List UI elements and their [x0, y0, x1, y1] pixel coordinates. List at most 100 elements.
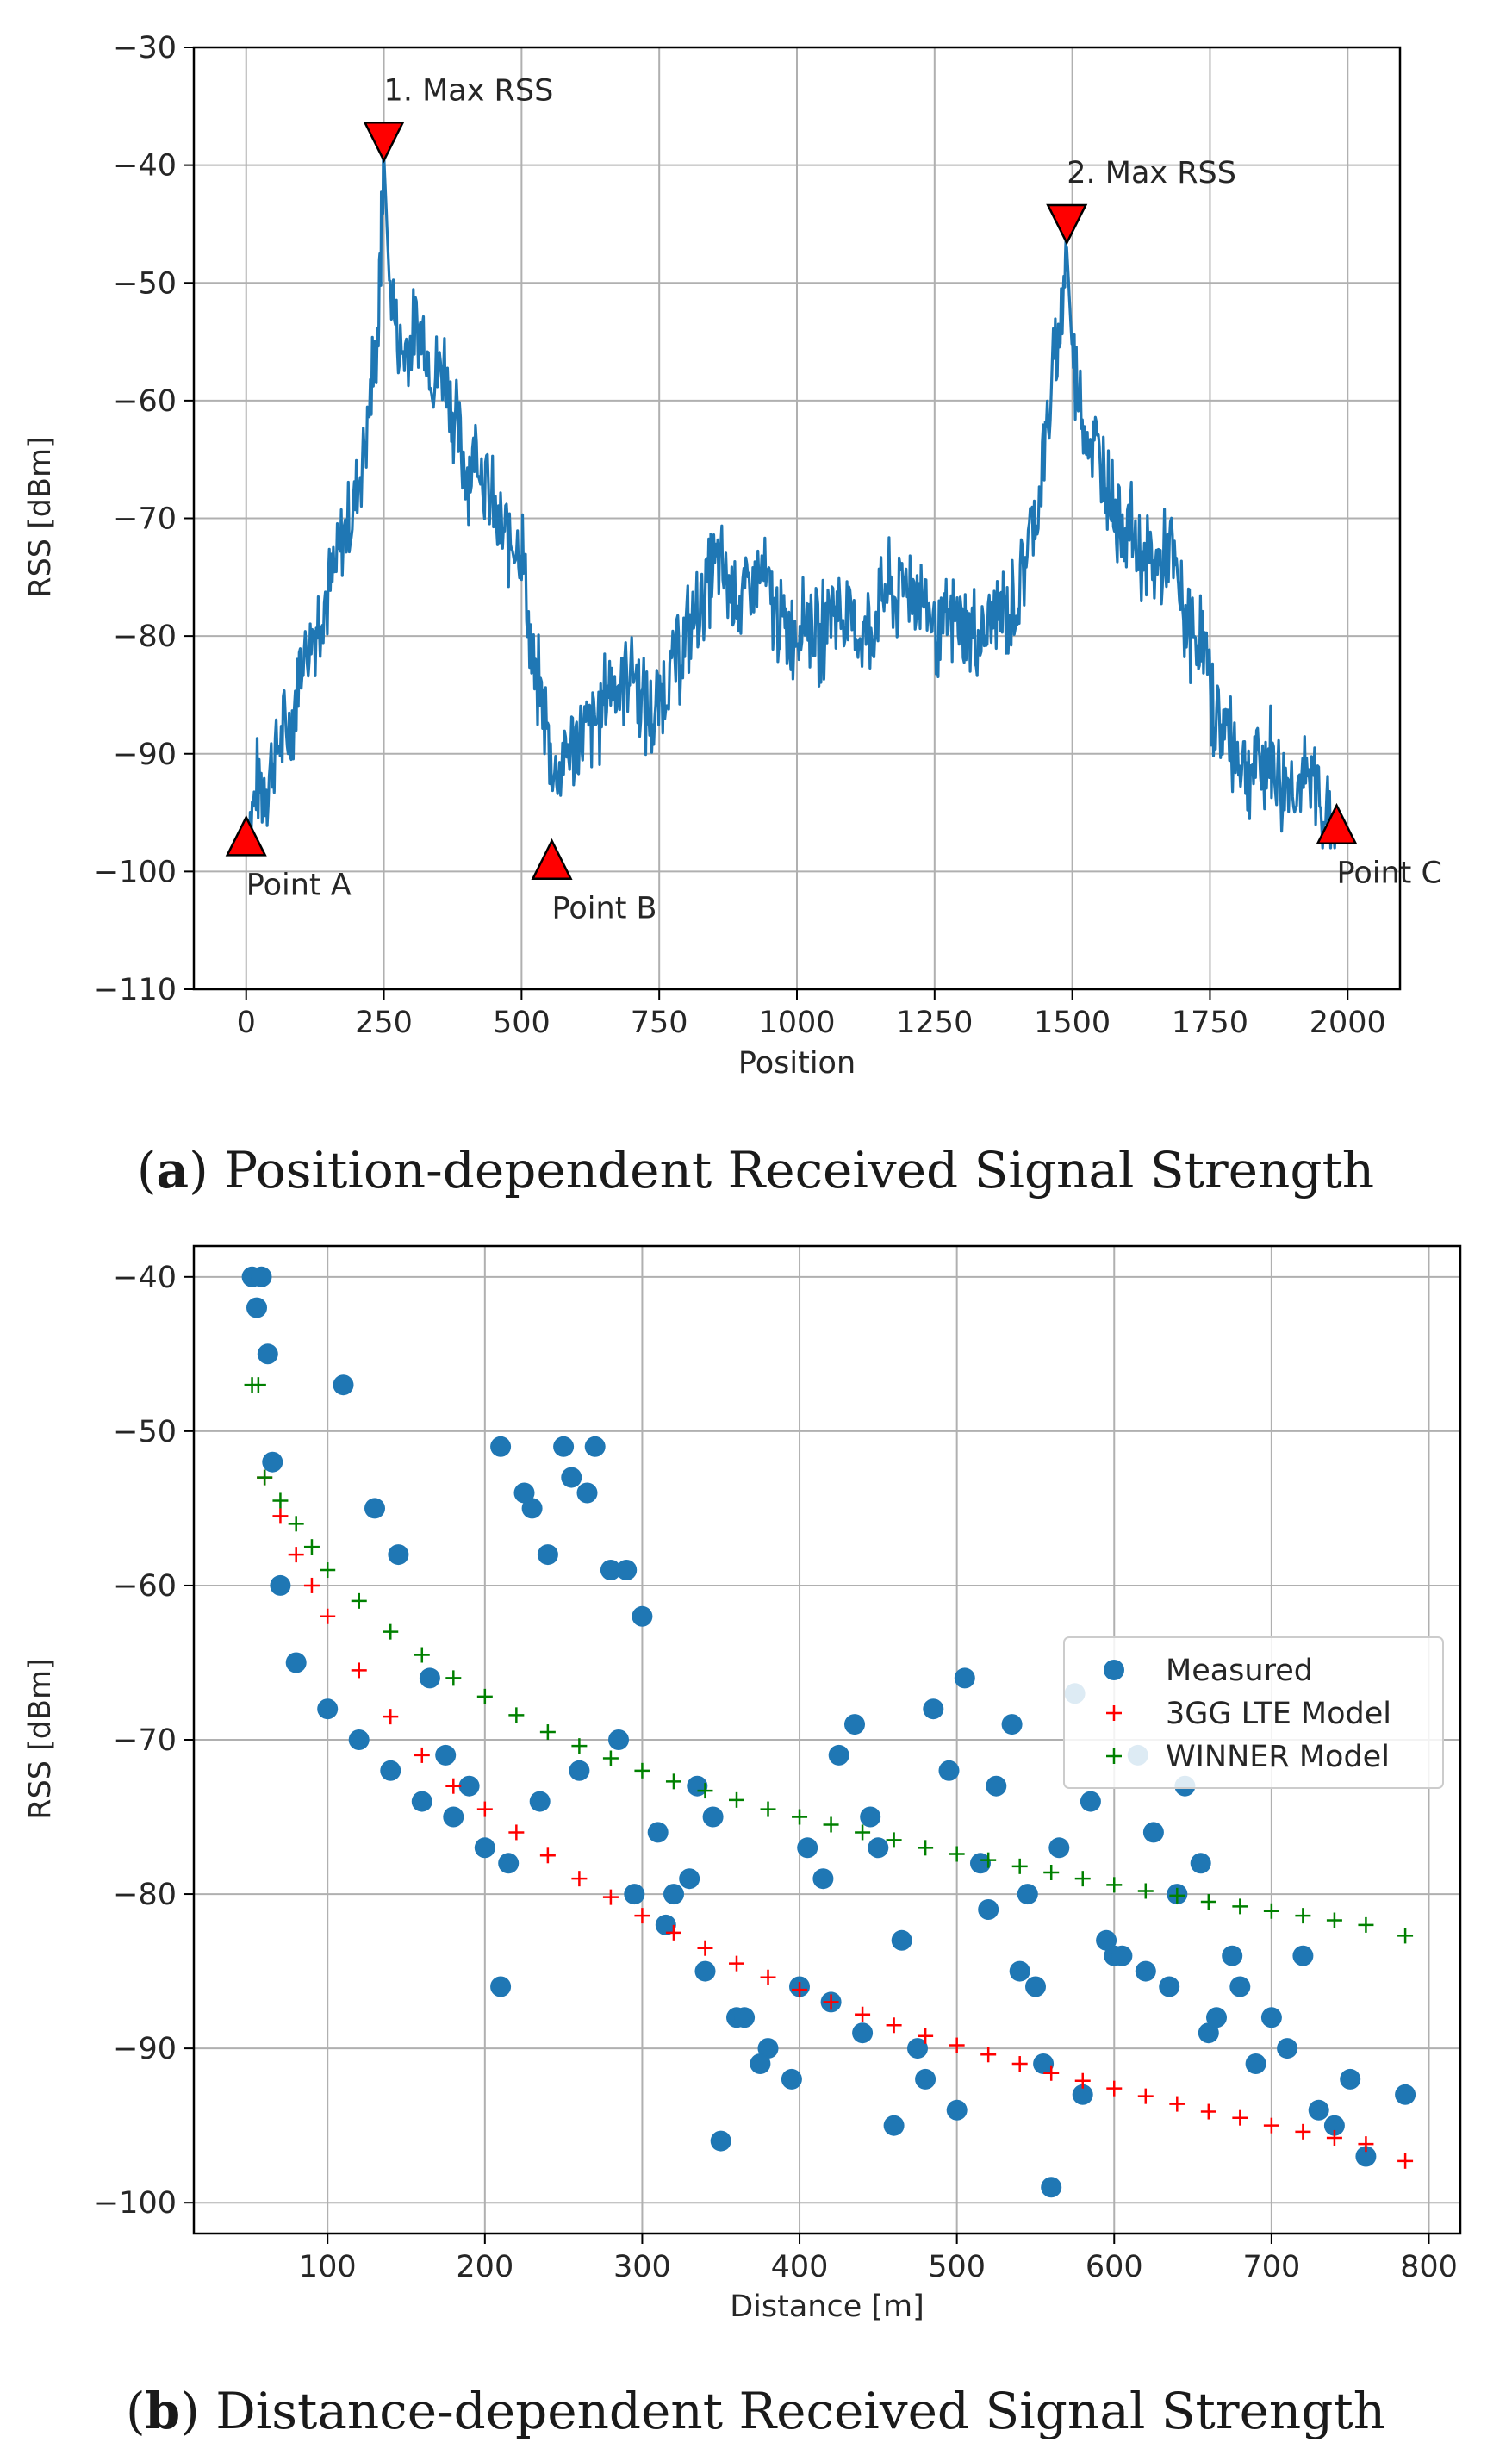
panel-b-winner-model-point: [383, 1623, 399, 1640]
panel-b-measured-point: [498, 1853, 520, 1874]
panel-b-lte-model-point: [1397, 2153, 1414, 2169]
panel-b-y-tick-label: −80: [113, 1878, 177, 1912]
panel-a-series: [245, 140, 1338, 850]
panel-b-measured-point: [1395, 2084, 1416, 2105]
panel-b-measured-point: [458, 1775, 480, 1797]
panel-b-measured-point: [1033, 2053, 1055, 2074]
panel-b-measured-point: [1308, 2099, 1329, 2121]
panel-b-measured-point: [1025, 1976, 1046, 1997]
panel-a-x-tick-label: 750: [631, 1006, 688, 1040]
panel-b-lte-model-point: [320, 1608, 336, 1624]
panel-b-measured-point: [608, 1729, 629, 1750]
panel-b-lte-model-point: [288, 1547, 304, 1563]
panel-b-winner-model-point: [1106, 1877, 1123, 1893]
panel-b-measured-point: [734, 2007, 756, 2028]
panel-b-measured-point: [938, 1760, 960, 1781]
panel-b-measured-point: [1001, 1714, 1023, 1735]
panel-b-x-tick-label: 700: [1242, 2250, 1300, 2284]
panel-b-lte-model-point: [1295, 2123, 1311, 2140]
panel-a-chart: 1. Max RSS 2. Max RSS Point A Point B Point …: [23, 31, 1442, 1199]
panel-b-lte-model-point: [886, 2017, 902, 2034]
panel-b-measured-point: [1229, 1976, 1251, 1997]
panel-b-lte-model-point: [539, 1847, 556, 1864]
panel-b-measured-point: [694, 1960, 716, 1982]
panel-b-lte-model-point: [634, 1908, 650, 1924]
panel-b-measured-point: [584, 1436, 606, 1457]
panel-b-winner-model-point: [1397, 1928, 1414, 1944]
panel-b-lte-model-point: [508, 1824, 525, 1841]
panel-a-x-tick-label: 1250: [896, 1006, 973, 1040]
panel-b-measured-point: [262, 1451, 283, 1473]
panel-b-chart: 100 200 300 400 500 600 700 800 −40 −50 −60 −70 −80…: [23, 1244, 1462, 2440]
panel-a-x-tick-label: 500: [493, 1006, 551, 1040]
panel-b-x-tick-label: 800: [1400, 2250, 1458, 2284]
panel-b-measured-point: [521, 1498, 543, 1519]
panel-b-lte-model-point: [1326, 2129, 1342, 2146]
panel-b-lte-model-point: [1106, 2080, 1123, 2097]
panel-b-measured-point: [891, 1929, 912, 1951]
panel-b-y-tick-label: −60: [113, 1569, 177, 1604]
panel-a-marker-label: 2. Max RSS: [1067, 156, 1236, 190]
panel-a-x-tick-label: 1750: [1172, 1006, 1248, 1040]
panel-b-measured-point: [750, 2053, 771, 2074]
panel-b-caption: (b) Distance-dependent Received Signal S…: [126, 2382, 1385, 2440]
panel-b-measured-point: [647, 1822, 669, 1843]
panel-b-measured-point: [474, 1837, 495, 1859]
panel-b-lte-model-point: [1358, 2136, 1374, 2153]
panel-b-measured-point: [490, 1976, 512, 1997]
panel-a-marker-triangle: [225, 814, 267, 857]
panel-b-measured-point: [844, 1714, 865, 1735]
panel-b-measured-point: [632, 1605, 653, 1627]
panel-b-lte-model-point: [760, 1969, 776, 1985]
panel-b-lte-model-point: [351, 1662, 367, 1679]
panel-b-winner-model-point: [1011, 1858, 1028, 1874]
panel-b-measured-point: [1159, 1976, 1180, 1997]
panel-b-y-tick-label: −70: [113, 1723, 177, 1758]
panel-a-marker-triangle: [363, 122, 405, 164]
panel-b-winner-model-point: [272, 1492, 289, 1509]
panel-b-winner-model-point: [823, 1816, 839, 1833]
panel-b-measured-point: [828, 1744, 849, 1766]
panel-b-lte-model-point: [980, 2047, 997, 2063]
panel-b-measured-point: [868, 1837, 889, 1859]
panel-b-x-ticks: 100 200 300 400 500 600 700 800: [299, 2234, 1458, 2284]
panel-b-x-tick-label: 600: [1086, 2250, 1143, 2284]
panel-b-lte-model-point: [571, 1871, 588, 1887]
panel-b-winner-model-point: [1200, 1894, 1216, 1910]
panel-b-winner-model-point: [257, 1469, 273, 1486]
panel-b-lte-model-point: [1043, 2065, 1060, 2081]
panel-b-measured-point: [257, 1343, 278, 1365]
panel-b-measured-point: [435, 1744, 457, 1766]
panel-b-lte-model-point: [414, 1747, 430, 1763]
panel-a-y-ticks: −30 −40 −50 −60 −70 −80 −90 −100 −110: [94, 31, 194, 1007]
panel-b-measured-point: [1080, 1791, 1101, 1812]
panel-b-caption-text: ) Distance-dependent Received Signal Str…: [180, 2382, 1385, 2440]
panel-b-legend-label: Measured: [1166, 1654, 1313, 1688]
panel-b-y-tick-label: −50: [113, 1415, 177, 1449]
panel-b-winner-model-point: [445, 1670, 462, 1686]
panel-a-markers: 1. Max RSS 2. Max RSS Point A Point B Point …: [225, 73, 1442, 926]
panel-b-measured-point: [883, 2115, 905, 2136]
panel-b-measured-point: [702, 1806, 724, 1828]
panel-b-lte-model-point: [1074, 2072, 1091, 2089]
panel-b-winner-model-point: [792, 1809, 808, 1825]
panel-b-measured-point: [986, 1775, 1007, 1797]
panel-b-measured-point: [1206, 2007, 1227, 2028]
panel-a-marker-label: Point A: [246, 868, 352, 902]
panel-b-measured-point: [251, 1266, 272, 1287]
panel-a-y-tick-label: −30: [113, 31, 177, 65]
panel-b-winner-model-point: [980, 1852, 997, 1868]
panel-b-measured-point: [624, 1884, 645, 1905]
panel-b-measured-point: [1245, 2053, 1266, 2074]
panel-a-x-axis-label: Position: [738, 1046, 856, 1081]
panel-b-measured-point: [710, 2130, 731, 2152]
panel-b-lte-model-point: [665, 1924, 681, 1941]
panel-b-measured-point: [561, 1467, 582, 1488]
panel-b-y-ticks: −40 −50 −60 −70 −80 −90 −100: [94, 1261, 194, 2221]
panel-b-measured-point: [1142, 1822, 1164, 1843]
panel-b-x-tick-label: 200: [456, 2250, 513, 2284]
panel-b-measured-point: [655, 1914, 676, 1935]
panel-b-measured-point: [1292, 1945, 1314, 1966]
panel-b-measured-point: [860, 1806, 881, 1828]
